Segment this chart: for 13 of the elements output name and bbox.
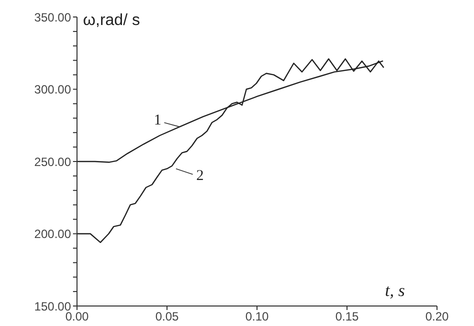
- y-tick-label: 200.00: [34, 227, 72, 242]
- y-axis-title: ω,rad/ s: [83, 12, 140, 29]
- x-tick-label: 0.15: [335, 310, 359, 324]
- y-tick-label: 250.00: [34, 154, 72, 169]
- x-tick-label: 0.20: [425, 310, 449, 324]
- line-series: [77, 58, 384, 244]
- x-axis-title: t, s: [385, 281, 406, 300]
- y-tick-label: 300.00: [34, 82, 72, 97]
- y-tick-label: 350.00: [34, 10, 72, 24]
- annotation: 2: [196, 168, 204, 184]
- x-tick-label: 0.10: [245, 310, 269, 324]
- x-tick-label: 0.05: [155, 310, 179, 324]
- annotation: 1: [154, 112, 162, 128]
